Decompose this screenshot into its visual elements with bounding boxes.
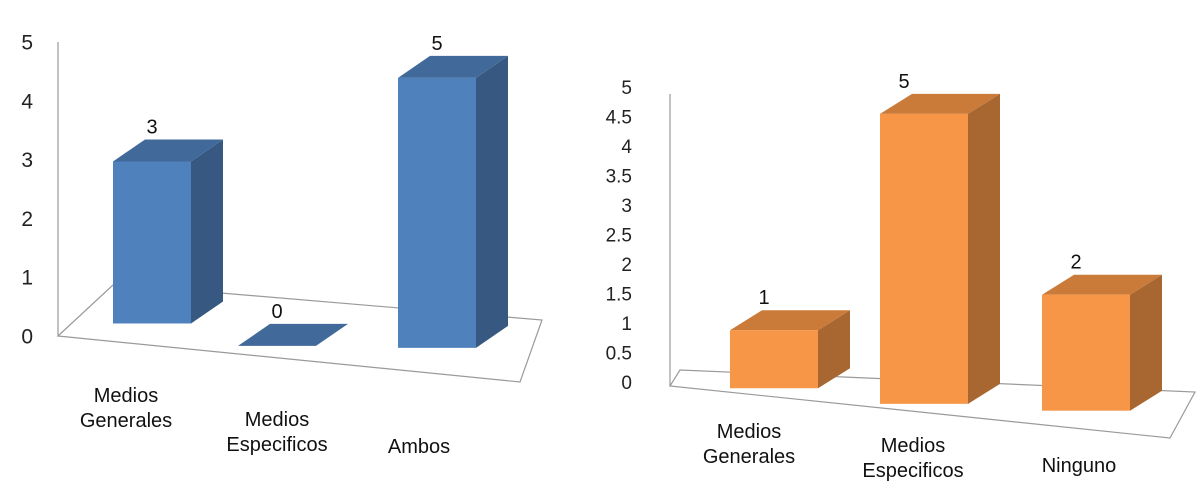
bar-group xyxy=(730,310,850,389)
y-tick-label: 1 xyxy=(21,267,33,290)
y-tick-label: 0 xyxy=(621,373,632,394)
bar xyxy=(238,323,348,346)
bar-side xyxy=(968,93,1000,404)
bar-group xyxy=(398,55,508,348)
y-tick-label: 5 xyxy=(21,32,33,55)
bar-side xyxy=(191,139,223,324)
bar-top xyxy=(1042,274,1162,295)
y-tick-label: 3 xyxy=(21,149,33,172)
y-tick-label: 4.5 xyxy=(606,108,632,129)
data-label: 3 xyxy=(146,116,157,138)
bar-group xyxy=(238,323,348,346)
y-tick-label: 2 xyxy=(621,255,632,276)
y-tick-label: 4 xyxy=(21,90,33,113)
y-tick-label: 1.5 xyxy=(606,285,632,306)
bar-top xyxy=(730,310,850,331)
bar xyxy=(1042,294,1130,411)
bar-top xyxy=(113,139,223,162)
bar xyxy=(730,330,818,389)
chart-right: 0 0.5 1 1.5 2 2.5 3 3.5 4 4.5 5 1 5 2 Medios Generales M… xyxy=(606,71,1196,482)
bar xyxy=(398,77,476,348)
x-tick-label: Medios Generales xyxy=(80,385,172,432)
bar xyxy=(113,161,191,324)
y-tick-label: 2 xyxy=(21,208,33,231)
bar-side xyxy=(1130,274,1162,411)
y-tick-label: 3.5 xyxy=(606,167,632,188)
data-label: 5 xyxy=(898,71,909,93)
data-label: 2 xyxy=(1070,252,1081,274)
x-tick-label: Medios Generales xyxy=(703,421,795,468)
x-tick-label: Ambos xyxy=(388,436,450,458)
data-label: 1 xyxy=(758,287,769,309)
chart-left: 0 1 2 3 4 5 3 0 5 Medios Generales Medios Especifico… xyxy=(21,32,543,458)
bar-group xyxy=(880,93,1000,404)
y-tick-label: 2.5 xyxy=(606,226,632,247)
y-tick-label: 1 xyxy=(621,314,632,335)
floor-plane xyxy=(668,369,1196,439)
bar-side xyxy=(476,55,508,348)
y-tick-label: 3 xyxy=(621,196,632,217)
bar-group xyxy=(113,139,223,324)
bar-side xyxy=(818,310,850,389)
bar xyxy=(880,113,968,404)
y-tick-label: 4 xyxy=(621,137,632,158)
y-tick-label: 0.5 xyxy=(606,344,632,365)
x-tick-label: Ninguno xyxy=(1042,455,1117,477)
bar-group xyxy=(1042,274,1162,411)
data-label: 5 xyxy=(431,33,442,55)
x-tick-label: Medios Especificos xyxy=(862,435,963,482)
x-tick-label: Medios Especificos xyxy=(226,409,327,456)
y-tick-label: 5 xyxy=(621,78,632,99)
bar-top xyxy=(880,93,1000,114)
data-label: 0 xyxy=(271,301,282,323)
bar-top xyxy=(398,55,508,78)
floor-plane xyxy=(56,283,543,383)
y-tick-label: 0 xyxy=(21,326,33,349)
